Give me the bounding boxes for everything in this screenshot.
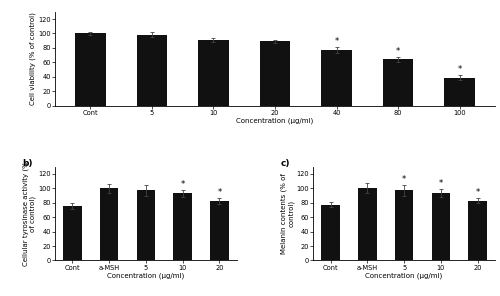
Text: *: * [402, 175, 406, 184]
Text: *: * [180, 180, 185, 189]
Y-axis label: Melanin contents (% of
control): Melanin contents (% of control) [280, 173, 294, 254]
Bar [174, 193, 192, 260]
Bar [444, 78, 475, 106]
Bar [358, 188, 376, 260]
Y-axis label: Cell viability (% of control): Cell viability (% of control) [30, 12, 36, 105]
Bar [136, 190, 155, 260]
Bar [75, 33, 106, 106]
Bar [198, 40, 229, 106]
Text: *: * [476, 188, 480, 197]
X-axis label: Concentration (μg/ml): Concentration (μg/ml) [108, 273, 184, 279]
Bar [64, 206, 82, 260]
Bar [382, 59, 414, 106]
Text: *: * [458, 65, 462, 74]
Bar [321, 50, 352, 106]
Bar [136, 35, 168, 106]
Text: *: * [438, 178, 443, 188]
X-axis label: Concentration (μg/ml): Concentration (μg/ml) [366, 273, 442, 279]
Bar [432, 193, 450, 260]
Bar [322, 205, 340, 260]
Bar [260, 41, 290, 106]
Text: c): c) [280, 159, 290, 168]
Text: *: * [396, 47, 400, 56]
Y-axis label: Cellular tyrosinase activity (%
of control): Cellular tyrosinase activity (% of contr… [22, 161, 36, 266]
X-axis label: Concentration (μg/ml): Concentration (μg/ml) [236, 118, 314, 124]
Bar [468, 201, 486, 260]
Bar [395, 190, 413, 260]
Bar [210, 201, 229, 260]
Bar [100, 188, 118, 260]
Text: *: * [334, 37, 338, 46]
Text: *: * [217, 188, 222, 197]
Text: b): b) [22, 159, 33, 168]
